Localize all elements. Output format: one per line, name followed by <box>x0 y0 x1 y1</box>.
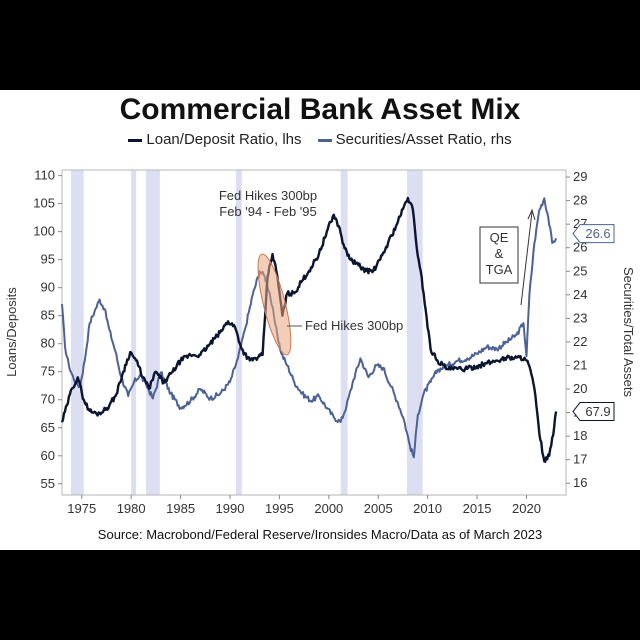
recession-band-4 <box>340 170 348 495</box>
y-left-tick-label-9: 100 <box>33 224 55 239</box>
loan-last-value-tag <box>572 402 615 422</box>
qe-tga-box <box>479 226 519 284</box>
y-right-tick-label-5: 21 <box>573 357 587 372</box>
chart-title: Commercial Bank Asset Mix <box>119 93 521 126</box>
y-left-tick-label-3: 70 <box>41 392 55 407</box>
annotation-ampersand: & <box>495 246 504 261</box>
chart-source: Source: Macrobond/Federal Reserve/Ironsi… <box>97 527 543 542</box>
y-left-tick-label-10: 105 <box>33 196 55 211</box>
y-left-tick-label-8: 95 <box>41 252 55 267</box>
x-tick-label-3: 1990 <box>216 501 245 516</box>
x-tick-label-5: 2000 <box>314 501 343 516</box>
y-left-tick-label-5: 80 <box>41 336 55 351</box>
securities-last-value-tag <box>572 224 615 244</box>
y-right-tick-label-12: 28 <box>573 193 587 208</box>
y-left-tick-label-7: 90 <box>41 280 55 295</box>
y-left-tick-label-0: 55 <box>41 476 55 491</box>
y-right-tick-label-9: 25 <box>573 263 587 278</box>
y-left-tick-label-4: 75 <box>41 364 55 379</box>
annotation-fed-hikes-label: Fed Hikes 300bp <box>305 318 403 333</box>
recession-band-0 <box>70 170 84 495</box>
x-tick-label-0: 1975 <box>67 501 96 516</box>
annotation-fed-hikes-dates: Feb '94 - Feb '95 <box>219 204 316 219</box>
x-tick-label-1: 1980 <box>117 501 146 516</box>
x-tick-label-4: 1995 <box>265 501 294 516</box>
chart-legend: Loan/Deposit Ratio, lhs Securities/Asset… <box>0 131 640 148</box>
y-right-tick-label-0: 16 <box>573 475 587 490</box>
y-right-tick-label-13: 29 <box>573 169 587 184</box>
y-left-tick-label-11: 110 <box>34 168 55 183</box>
legend-item-securities: Securities/Asset Ratio, rhs <box>317 131 512 148</box>
recession-band-2 <box>146 170 160 495</box>
qe-arrow-head <box>527 208 536 221</box>
y-right-tick-label-7: 23 <box>573 310 587 325</box>
legend-label-loan: Loan/Deposit Ratio, lhs <box>146 131 302 148</box>
x-tick-label-6: 2005 <box>364 501 393 516</box>
qe-arrow-line <box>520 211 533 306</box>
y-right-tick-label-8: 24 <box>573 287 587 302</box>
legend-item-loan: Loan/Deposit Ratio, lhs <box>128 131 302 148</box>
chart-svg: 1975 1980 1985 1990 1995 2000 2005 2010 2015 2020… <box>4 168 636 516</box>
annotation-fed-hikes-title: Fed Hikes 300bp <box>219 188 317 203</box>
plot-frame <box>61 169 567 496</box>
y-left-tick-label-1: 60 <box>41 448 55 463</box>
annotation-tga: TGA <box>486 262 513 277</box>
x-tick-label-2: 1985 <box>166 501 195 516</box>
recession-band-1 <box>131 170 137 495</box>
y-right-tick-label-2: 18 <box>573 428 587 443</box>
y-right-tick-label-1: 17 <box>573 452 587 467</box>
y-left-tick-label-6: 85 <box>41 308 55 323</box>
legend-label-securities: Securities/Asset Ratio, rhs <box>335 131 512 148</box>
y-right-tick-label-6: 22 <box>573 334 587 349</box>
y-axis-left-label: Loans/Deposits <box>4 287 19 377</box>
x-tick-label-8: 2015 <box>463 501 492 516</box>
securities-last-value: 26.6 <box>585 226 610 241</box>
chart-card: Commercial Bank Asset Mix Loan/Deposit R… <box>0 90 640 550</box>
loan-last-value: 67.9 <box>585 404 610 419</box>
y-axis-right-label: Securities/Total Assets <box>621 267 636 398</box>
y-right-tick-label-4: 20 <box>573 381 587 396</box>
series-loan-deposit-ratio <box>60 196 558 463</box>
recession-band-3 <box>235 170 242 495</box>
y-right-tick-label-10: 26 <box>573 240 587 255</box>
fed-hikes-1994-ellipse <box>257 253 292 356</box>
annotation-qe: QE <box>490 230 509 245</box>
y-left-tick-label-2: 65 <box>41 420 55 435</box>
x-tick-label-9: 2020 <box>512 501 541 516</box>
x-tick-label-7: 2010 <box>413 501 442 516</box>
